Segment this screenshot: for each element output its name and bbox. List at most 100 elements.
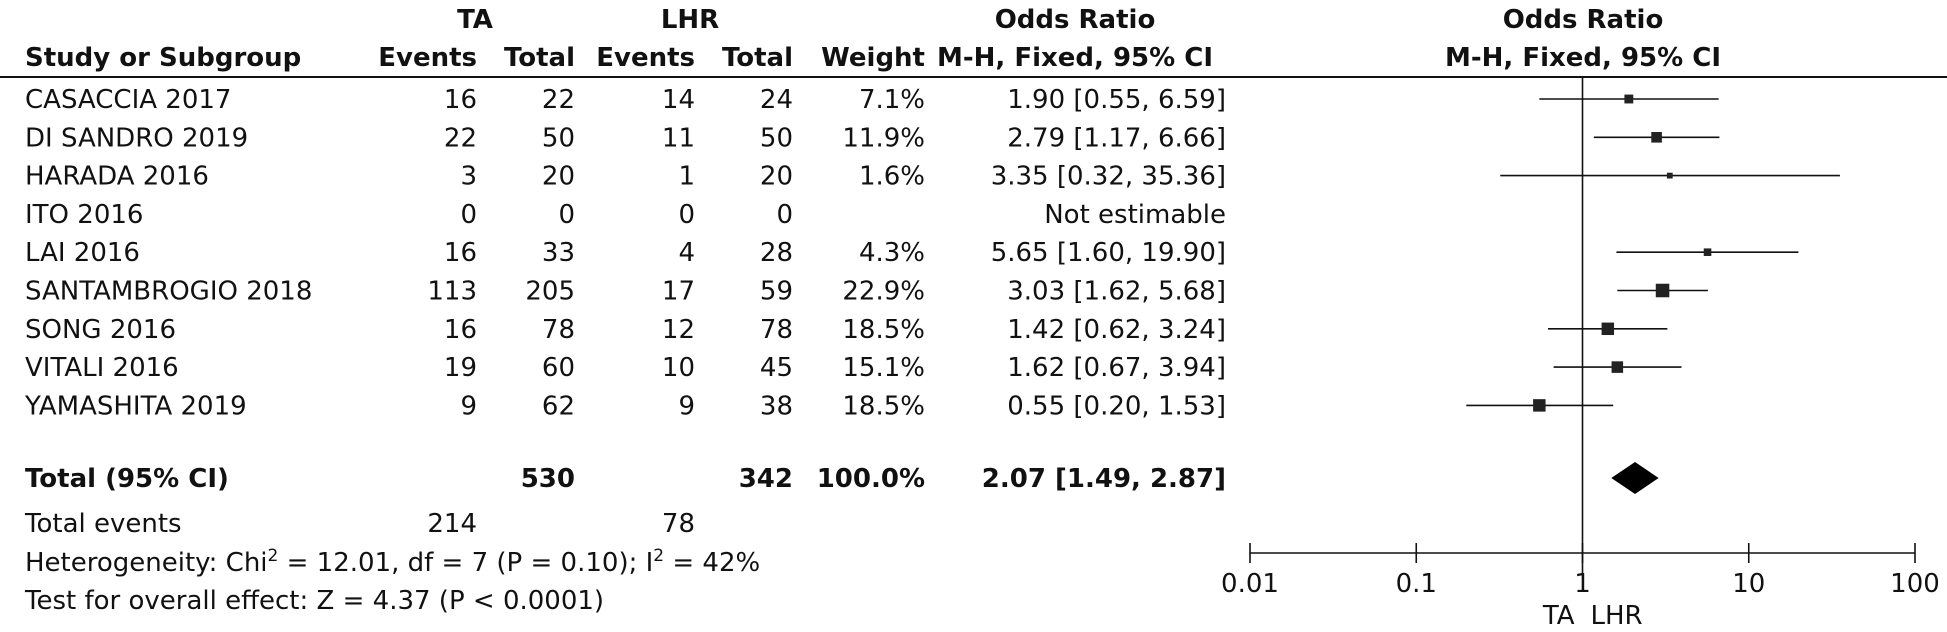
- row-t2: 24: [760, 85, 793, 115]
- table-row: SANTAMBROGIO 2018 113 205 17 59 22.9% 3.03 [1.…: [25, 277, 1226, 307]
- row-e2: 1: [678, 162, 695, 192]
- plot-or-title-header: Odds Ratio: [1503, 5, 1664, 35]
- row-name: YAMASHITA 2019: [24, 391, 247, 421]
- row-name: HARADA 2016: [25, 162, 209, 192]
- row-weight: 1.6%: [859, 162, 925, 192]
- favours-left-label: TA: [1542, 601, 1575, 631]
- table-row: HARADA 2016 3 20 1 20 1.6% 3.35 [0.32, 35.36]: [25, 162, 1226, 192]
- total-label: Total (95% CI): [25, 464, 229, 494]
- table-row: YAMASHITA 2019 9 62 9 38 18.5% 0.55 [0.20, 1.5…: [24, 391, 1226, 421]
- row-t2: 38: [760, 391, 793, 421]
- row-e1: 16: [444, 238, 477, 268]
- row-name: CASACCIA 2017: [25, 85, 231, 115]
- row-name: SONG 2016: [25, 315, 176, 345]
- table-row: DI SANDRO 2019 22 50 11 50 11.9% 2.79 [1.17, 6…: [25, 123, 1226, 153]
- overall-effect-text: Test for overall effect: Z = 4.37 (P < 0…: [24, 586, 604, 616]
- favours-right-label: LHR: [1591, 601, 1643, 631]
- group2-header: LHR: [661, 5, 719, 35]
- row-or-text: 1.42 [0.62, 3.24]: [1007, 315, 1226, 345]
- row-e1: 0: [460, 200, 477, 230]
- row-weight: 7.1%: [859, 85, 925, 115]
- row-e2: 4: [678, 238, 695, 268]
- row-t1: 50: [542, 123, 575, 153]
- row-e2: 17: [662, 277, 695, 307]
- row-t1: 60: [542, 353, 575, 383]
- group1-header: TA: [457, 5, 493, 35]
- row-t1: 20: [542, 162, 575, 192]
- row-e1: 113: [427, 277, 477, 307]
- events2-header: Events: [596, 43, 695, 73]
- row-weight: 22.9%: [842, 277, 925, 307]
- point-estimate: [1651, 132, 1662, 143]
- row-or-text: 2.79 [1.17, 6.66]: [1007, 123, 1226, 153]
- row-weight: 18.5%: [842, 315, 925, 345]
- table-row: CASACCIA 2017 16 22 14 24 7.1% 1.90 [0.55, 6.5…: [25, 85, 1226, 115]
- x-tick-label: 10: [1732, 569, 1765, 599]
- events1-header: Events: [378, 43, 477, 73]
- or-method-header: M-H, Fixed, 95% CI: [937, 43, 1213, 73]
- row-e2: 9: [678, 391, 695, 421]
- table-row: VITALI 2016 19 60 10 45 15.1% 1.62 [0.67, 3.94…: [25, 353, 1226, 383]
- row-weight: 4.3%: [859, 238, 925, 268]
- row-t1: 0: [558, 200, 575, 230]
- total2-header: Total: [722, 43, 793, 73]
- table-row: SONG 2016 16 78 12 78 18.5% 1.42 [0.62, 3.24]: [25, 315, 1226, 345]
- row-e1: 19: [444, 353, 477, 383]
- row-t2: 20: [760, 162, 793, 192]
- point-estimate: [1655, 283, 1670, 298]
- row-t1: 78: [542, 315, 575, 345]
- row-or-text: 3.35 [0.32, 35.36]: [991, 162, 1226, 192]
- row-t1: 33: [542, 238, 575, 268]
- pooled-diamond: [1611, 462, 1659, 494]
- or-title-header: Odds Ratio: [995, 5, 1156, 35]
- row-e2: 14: [662, 85, 695, 115]
- row-weight: 18.5%: [842, 391, 925, 421]
- row-weight: 11.9%: [842, 123, 925, 153]
- weight-header: Weight: [821, 43, 925, 73]
- point-estimate: [1624, 94, 1634, 104]
- row-e2: 10: [662, 353, 695, 383]
- total-events-label: Total events: [24, 509, 182, 539]
- total-events-e2: 78: [662, 509, 695, 539]
- total-weight: 100.0%: [817, 464, 925, 494]
- total-events-e1: 214: [427, 509, 477, 539]
- x-tick-label: 0.01: [1221, 569, 1279, 599]
- row-or-text: 0.55 [0.20, 1.53]: [1007, 391, 1226, 421]
- row-t1: 22: [542, 85, 575, 115]
- row-e1: 22: [444, 123, 477, 153]
- table-row: LAI 2016 16 33 4 28 4.3% 5.65 [1.60, 19.90]: [25, 238, 1226, 268]
- heterogeneity-text: Heterogeneity: Chi2 = 12.01, df = 7 (P =…: [25, 546, 760, 578]
- plot-or-method-header: M-H, Fixed, 95% CI: [1445, 43, 1721, 73]
- row-e2: 11: [662, 123, 695, 153]
- total1-header: Total: [504, 43, 575, 73]
- row-e1: 9: [460, 391, 477, 421]
- row-or-text: 3.03 [1.62, 5.68]: [1007, 277, 1226, 307]
- row-e2: 12: [662, 315, 695, 345]
- row-name: DI SANDRO 2019: [25, 123, 248, 153]
- point-estimate: [1703, 248, 1712, 256]
- row-e1: 3: [460, 162, 477, 192]
- row-weight: 15.1%: [842, 353, 925, 383]
- row-t1: 62: [542, 391, 575, 421]
- row-e2: 0: [678, 200, 695, 230]
- row-name: VITALI 2016: [25, 353, 179, 383]
- row-name: SANTAMBROGIO 2018: [25, 277, 312, 307]
- total-t1: 530: [521, 464, 575, 494]
- x-tick-label: 100: [1890, 569, 1940, 599]
- row-name: LAI 2016: [25, 238, 140, 268]
- row-t2: 78: [760, 315, 793, 345]
- table-row: ITO 2016 0 0 0 0 Not estimable: [25, 200, 1226, 230]
- row-or-text: 1.90 [0.55, 6.59]: [1007, 85, 1226, 115]
- row-e1: 16: [444, 315, 477, 345]
- row-e1: 16: [444, 85, 477, 115]
- row-t2: 50: [760, 123, 793, 153]
- row-or-text: 1.62 [0.67, 3.94]: [1007, 353, 1226, 383]
- point-estimate: [1666, 172, 1673, 179]
- total-or-text: 2.07 [1.49, 2.87]: [982, 464, 1226, 494]
- study-rows: CASACCIA 2017 16 22 14 24 7.1% 1.90 [0.55, 6.5…: [24, 85, 1226, 421]
- point-estimate: [1601, 322, 1615, 336]
- total-t2: 342: [739, 464, 793, 494]
- row-t2: 28: [760, 238, 793, 268]
- row-t1: 205: [525, 277, 575, 307]
